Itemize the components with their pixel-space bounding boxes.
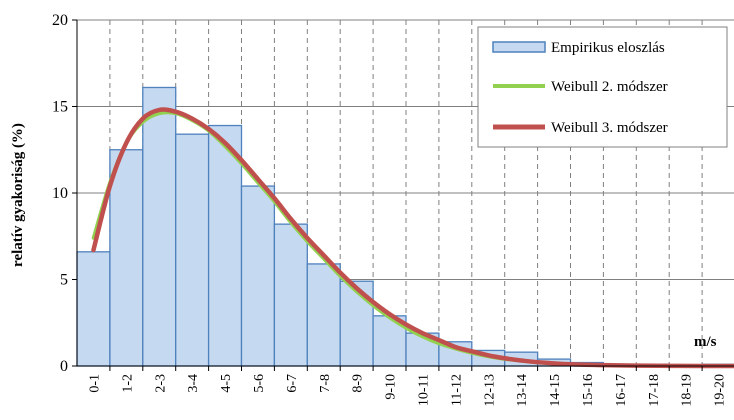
bar-3-4	[175, 133, 210, 367]
x-tick-label: 9-10	[384, 374, 399, 400]
bar-0-1	[76, 251, 111, 367]
x-tick-label: 5-6	[252, 374, 267, 393]
x-tick-label: 8-9	[351, 374, 366, 393]
gridlines	[77, 19, 734, 366]
bar-5-6	[240, 185, 276, 367]
x-tick-label: 13-14	[515, 374, 530, 407]
x-tick-label: 14-15	[548, 374, 563, 407]
x-tick-label: 7-8	[318, 374, 333, 393]
y-tick-labels: 0 5 10 15 20	[52, 12, 77, 375]
y-tick-label: 0	[60, 358, 68, 375]
legend: Empirikus eloszlás Weibull 2. módszer We…	[477, 26, 728, 148]
bar-7-8	[306, 263, 341, 367]
bar-1-2	[109, 149, 144, 367]
x-tick-label: 11-12	[449, 374, 464, 406]
y-axis-title: relatív gyakoriság (%)	[10, 123, 26, 267]
x-tick-label: 10-11	[416, 374, 431, 406]
lines-layer	[91, 107, 734, 369]
bars-layer	[76, 86, 734, 367]
y-tick-label: 15	[52, 99, 68, 116]
bar-6-7	[273, 223, 308, 367]
y-tick-label: 5	[60, 272, 68, 289]
x-tick-label: 1-2	[120, 374, 135, 393]
bar-4-5	[207, 124, 243, 367]
x-tick-label: 15-16	[581, 374, 596, 407]
x-tick-label: 12-13	[482, 374, 497, 407]
y-tick-label: 10	[52, 185, 68, 202]
y-tick-label: 20	[52, 12, 68, 29]
x-tick-label: 3-4	[186, 374, 201, 393]
x-axis-unit-label: m/s	[694, 334, 717, 350]
legend-swatch-empirical	[492, 41, 546, 53]
legend-label-weibull-2: Weibull 2. módszer	[551, 79, 668, 95]
bar-2-3	[142, 86, 177, 367]
x-tick-label: 19-20	[713, 374, 728, 407]
x-tick-label: 6-7	[285, 374, 300, 393]
legend-label-weibull-3: Weibull 3. módszer	[551, 120, 668, 136]
series-line-3	[91, 107, 734, 369]
x-tick-label: 16-17	[614, 374, 629, 407]
x-tick-labels: 0-1 1-2 2-3 3-4 4-5 5-6 6-7 7-8 8-9 9-10 10-11 11-1…	[87, 366, 728, 407]
x-tick-label: 2-3	[153, 374, 168, 393]
x-tick-label: 17-18	[647, 374, 662, 407]
x-tick-label: 0-1	[87, 374, 102, 393]
x-tick-label: 4-5	[219, 374, 234, 393]
legend-label-empirical: Empirikus eloszlás	[551, 40, 665, 56]
x-tick-label: 18-19	[680, 374, 695, 407]
